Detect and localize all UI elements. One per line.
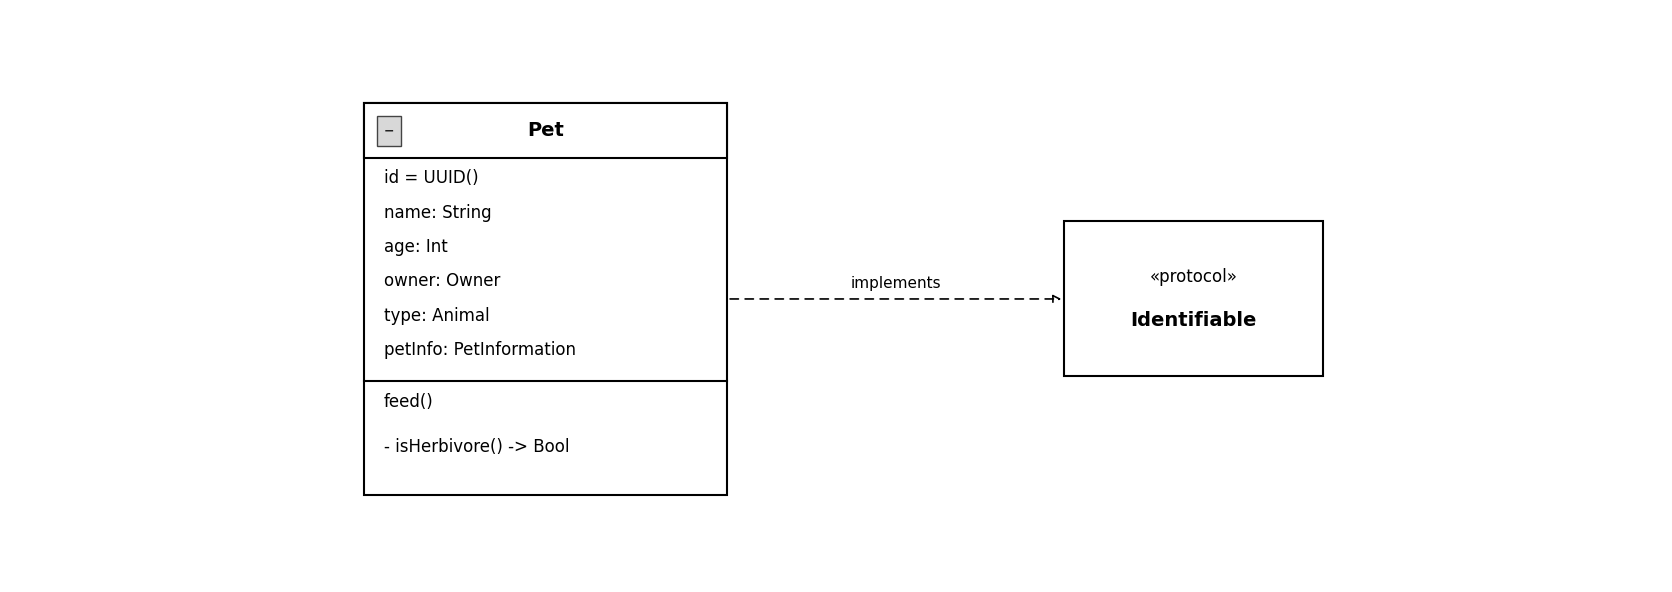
- Text: age: Int: age: Int: [385, 238, 448, 256]
- Text: petInfo: PetInformation: petInfo: PetInformation: [385, 341, 575, 359]
- Text: - isHerbivore() -> Bool: - isHerbivore() -> Bool: [385, 438, 570, 456]
- Text: Pet: Pet: [527, 121, 565, 140]
- Text: implements: implements: [851, 276, 941, 291]
- Text: name: String: name: String: [385, 204, 492, 221]
- Text: feed(): feed(): [385, 392, 433, 411]
- FancyBboxPatch shape: [378, 116, 401, 146]
- Text: Identifiable: Identifiable: [1130, 311, 1257, 330]
- FancyBboxPatch shape: [364, 103, 727, 495]
- Text: −: −: [385, 124, 395, 137]
- Text: id = UUID(): id = UUID(): [385, 169, 478, 187]
- Text: type: Animal: type: Animal: [385, 307, 490, 325]
- FancyBboxPatch shape: [1065, 221, 1324, 377]
- FancyBboxPatch shape: [364, 103, 727, 158]
- Text: «protocol»: «protocol»: [1150, 268, 1237, 287]
- Text: owner: Owner: owner: Owner: [385, 272, 500, 290]
